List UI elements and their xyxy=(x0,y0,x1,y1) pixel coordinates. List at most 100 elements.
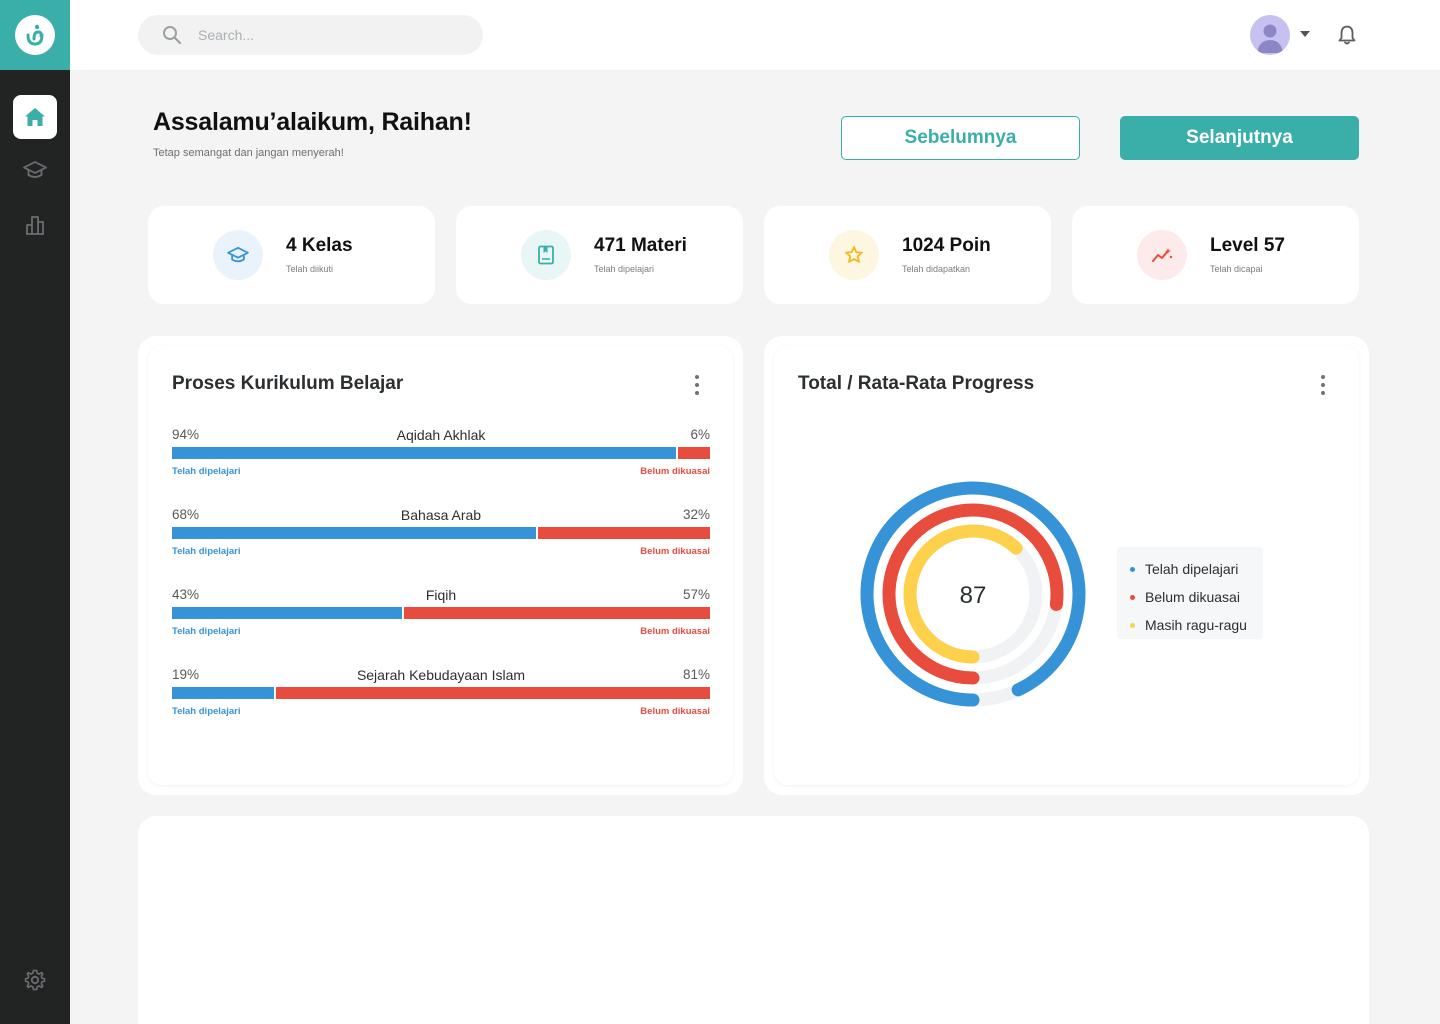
stat-card-points: 1024 Poin Telah didapatkan xyxy=(764,206,1051,304)
stat-value: Level 57 xyxy=(1210,235,1285,256)
gear-icon xyxy=(24,969,46,991)
sidebar-item-settings[interactable] xyxy=(13,958,57,1002)
stat-label: Telah didapatkan xyxy=(902,264,971,274)
app-logo xyxy=(15,15,55,55)
legend-item: Masih ragu-ragu xyxy=(1130,611,1263,639)
legend-dot xyxy=(1130,622,1135,628)
subject-row: 68% Bahasa Arab 32% Telah dipelajari Belum d… xyxy=(172,507,710,567)
stat-label: Telah diikuti xyxy=(286,264,334,274)
progress-title: Total / Rata-Rata Progress xyxy=(798,373,1035,394)
sidebar-item-courses[interactable] xyxy=(13,148,57,192)
subject-name: Aqidah Akhlak xyxy=(396,427,486,443)
curriculum-title: Proses Kurikulum Belajar xyxy=(172,373,404,394)
legend-dot xyxy=(1130,566,1135,572)
ring-learned xyxy=(860,481,1086,707)
search-icon xyxy=(163,26,182,45)
logo-area[interactable] xyxy=(0,0,70,70)
stat-value: 471 Materi xyxy=(594,235,687,256)
stat-value: 1024 Poin xyxy=(902,235,991,256)
learned-label: Telah dipelajari xyxy=(172,706,241,717)
ring-not-mastered xyxy=(882,503,1064,685)
not-mastered-label: Belum dikuasai xyxy=(640,706,710,717)
legend-label: Telah dipelajari xyxy=(1145,561,1239,577)
bar-not-mastered xyxy=(538,527,710,539)
not-mastered-label: Belum dikuasai xyxy=(640,466,710,477)
bar-learned xyxy=(172,687,274,699)
graduation-cap-icon xyxy=(23,161,47,178)
learned-label: Telah dipelajari xyxy=(172,546,241,557)
bar-not-mastered xyxy=(677,447,710,459)
not-mastered-label: Belum dikuasai xyxy=(640,546,710,557)
user-icon xyxy=(1257,24,1283,53)
remaining-percent: 81% xyxy=(682,667,710,682)
stat-card-level: Level 57 Telah dicapai xyxy=(1072,206,1359,304)
next-button[interactable]: Selanjutnya xyxy=(1120,116,1359,160)
stat-card-classes: 4 Kelas Telah diikuti xyxy=(148,206,435,304)
search-input[interactable] xyxy=(198,27,458,43)
not-mastered-label: Belum dikuasai xyxy=(640,626,710,637)
progress-donut-chart: 87 xyxy=(860,481,1086,707)
learned-label: Telah dipelajari xyxy=(172,466,241,477)
curriculum-panel xyxy=(138,336,743,795)
curriculum-menu-icon[interactable] xyxy=(694,375,700,395)
stat-icon-bg xyxy=(521,230,571,280)
remaining-percent: 57% xyxy=(682,587,710,602)
avatar[interactable] xyxy=(1250,15,1290,55)
learned-percent: 68% xyxy=(172,507,200,522)
bar-chart-icon xyxy=(26,216,44,235)
learned-percent: 43% xyxy=(172,587,200,602)
previous-button[interactable]: Sebelumnya xyxy=(841,116,1080,160)
remaining-percent: 32% xyxy=(682,507,710,522)
stat-icon-bg xyxy=(1137,230,1187,280)
sidebar-item-home[interactable] xyxy=(13,95,57,139)
ring-doubt xyxy=(903,524,1023,664)
learned-percent: 94% xyxy=(172,427,200,442)
legend-item: Telah dipelajari xyxy=(1130,555,1263,583)
subject-name: Bahasa Arab xyxy=(400,507,482,523)
subject-row: 94% Aqidah Akhlak 6% Telah dipelajari Belum … xyxy=(172,427,710,487)
stat-label: Telah dipelajari xyxy=(594,264,655,274)
legend-label: Belum dikuasai xyxy=(1145,589,1240,605)
progress-center-value: 87 xyxy=(960,582,987,609)
progress-bar xyxy=(172,447,710,459)
sidebar xyxy=(0,0,70,1024)
search-bar[interactable] xyxy=(138,15,483,55)
legend-dot xyxy=(1130,594,1135,600)
page-subtitle: Tetap semangat dan jangan menyerah! xyxy=(153,147,344,159)
bar-learned xyxy=(172,607,403,619)
topbar xyxy=(70,0,1440,70)
progress-bar xyxy=(172,607,710,619)
legend-item: Belum dikuasai xyxy=(1130,583,1263,611)
trend-icon xyxy=(1152,248,1173,262)
stat-label: Telah dicapai xyxy=(1210,264,1263,274)
subject-row: 43% Fiqih 57% Telah dipelajari Belum dikuasa… xyxy=(172,587,710,647)
learned-percent: 19% xyxy=(172,667,200,682)
bar-learned xyxy=(172,527,537,539)
home-icon xyxy=(25,108,45,126)
bar-not-mastered xyxy=(404,607,710,619)
remaining-percent: 6% xyxy=(690,427,710,442)
star-icon xyxy=(845,246,863,263)
bar-not-mastered xyxy=(275,687,710,699)
chevron-down-icon[interactable] xyxy=(1300,31,1310,37)
bottom-panel xyxy=(138,816,1369,1024)
progress-legend: Telah dipelajari Belum dikuasai Masih ra… xyxy=(1117,547,1263,639)
learned-label: Telah dipelajari xyxy=(172,626,241,637)
bar-learned xyxy=(172,447,676,459)
bell-icon[interactable] xyxy=(1336,24,1358,51)
subject-name: Sejarah Kebudayaan Islam xyxy=(356,667,526,683)
stat-card-materials: 471 Materi Telah dipelajari xyxy=(456,206,743,304)
sidebar-item-stats[interactable] xyxy=(13,203,57,247)
stat-value: 4 Kelas xyxy=(286,235,353,256)
progress-bar xyxy=(172,527,710,539)
stat-icon-bg xyxy=(829,230,879,280)
book-icon xyxy=(538,245,554,265)
subject-row: 19% Sejarah Kebudayaan Islam 81% Telah dipe… xyxy=(172,667,710,727)
progress-menu-icon[interactable] xyxy=(1320,375,1326,395)
graduation-cap-icon xyxy=(227,246,249,263)
legend-label: Masih ragu-ragu xyxy=(1145,617,1247,633)
page-title: Assalamu’alaikum, Raihan! xyxy=(153,108,472,136)
stat-icon-bg xyxy=(213,230,263,280)
progress-bar xyxy=(172,687,710,699)
subject-name: Fiqih xyxy=(425,587,457,603)
